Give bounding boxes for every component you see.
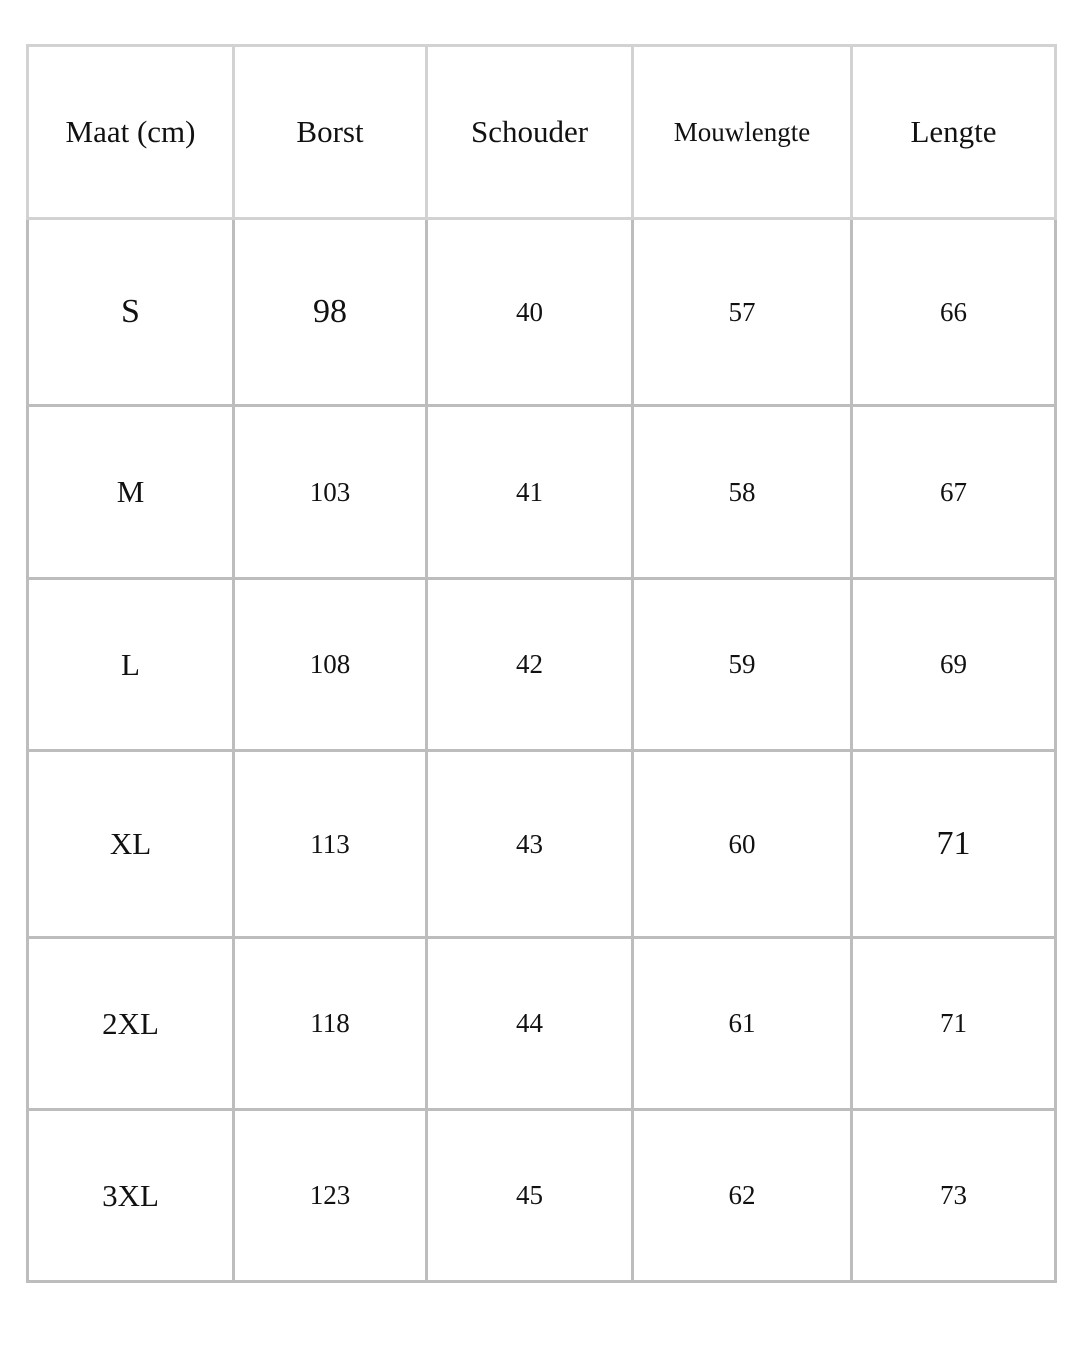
cell-shoulder: 41: [425, 404, 634, 580]
cell-sleeve-length: 61: [631, 936, 853, 1111]
cell-chest: 108: [232, 577, 428, 752]
cell-size: 3XL: [26, 1108, 235, 1283]
cell-chest: 123: [232, 1108, 428, 1283]
header-shoulder: Schouder: [425, 44, 634, 220]
cell-size: 2XL: [26, 936, 235, 1111]
cell-chest: 113: [232, 749, 428, 939]
table-row: 3XL 123 45 62 73: [26, 1108, 1057, 1283]
header-size: Maat (cm): [26, 44, 235, 220]
cell-sleeve-length: 59: [631, 577, 853, 752]
table-row: 2XL 118 44 61 71: [26, 936, 1057, 1111]
cell-sleeve-length: 62: [631, 1108, 853, 1283]
cell-chest: 118: [232, 936, 428, 1111]
cell-shoulder: 43: [425, 749, 634, 939]
header-chest: Borst: [232, 44, 428, 220]
cell-sleeve-length: 57: [631, 217, 853, 407]
cell-size: XL: [26, 749, 235, 939]
cell-shoulder: 42: [425, 577, 634, 752]
header-length: Lengte: [850, 44, 1057, 220]
table-row: M 103 41 58 67: [26, 404, 1057, 580]
cell-length: 71: [850, 749, 1057, 939]
cell-sleeve-length: 58: [631, 404, 853, 580]
cell-chest: 103: [232, 404, 428, 580]
size-chart-table: Maat (cm) Borst Schouder Mouwlengte Leng…: [26, 44, 1057, 1283]
cell-sleeve-length: 60: [631, 749, 853, 939]
cell-size: M: [26, 404, 235, 580]
cell-size: S: [26, 217, 235, 407]
cell-length: 73: [850, 1108, 1057, 1283]
cell-size: L: [26, 577, 235, 752]
header-sleeve-length: Mouwlengte: [631, 44, 853, 220]
cell-length: 67: [850, 404, 1057, 580]
table-row: XL 113 43 60 71: [26, 749, 1057, 939]
cell-length: 69: [850, 577, 1057, 752]
cell-length: 71: [850, 936, 1057, 1111]
cell-chest: 98: [232, 217, 428, 407]
table-row: S 98 40 57 66: [26, 217, 1057, 407]
cell-shoulder: 44: [425, 936, 634, 1111]
table-row: L 108 42 59 69: [26, 577, 1057, 752]
cell-shoulder: 40: [425, 217, 634, 407]
cell-length: 66: [850, 217, 1057, 407]
header-row: Maat (cm) Borst Schouder Mouwlengte Leng…: [26, 44, 1057, 220]
cell-shoulder: 45: [425, 1108, 634, 1283]
